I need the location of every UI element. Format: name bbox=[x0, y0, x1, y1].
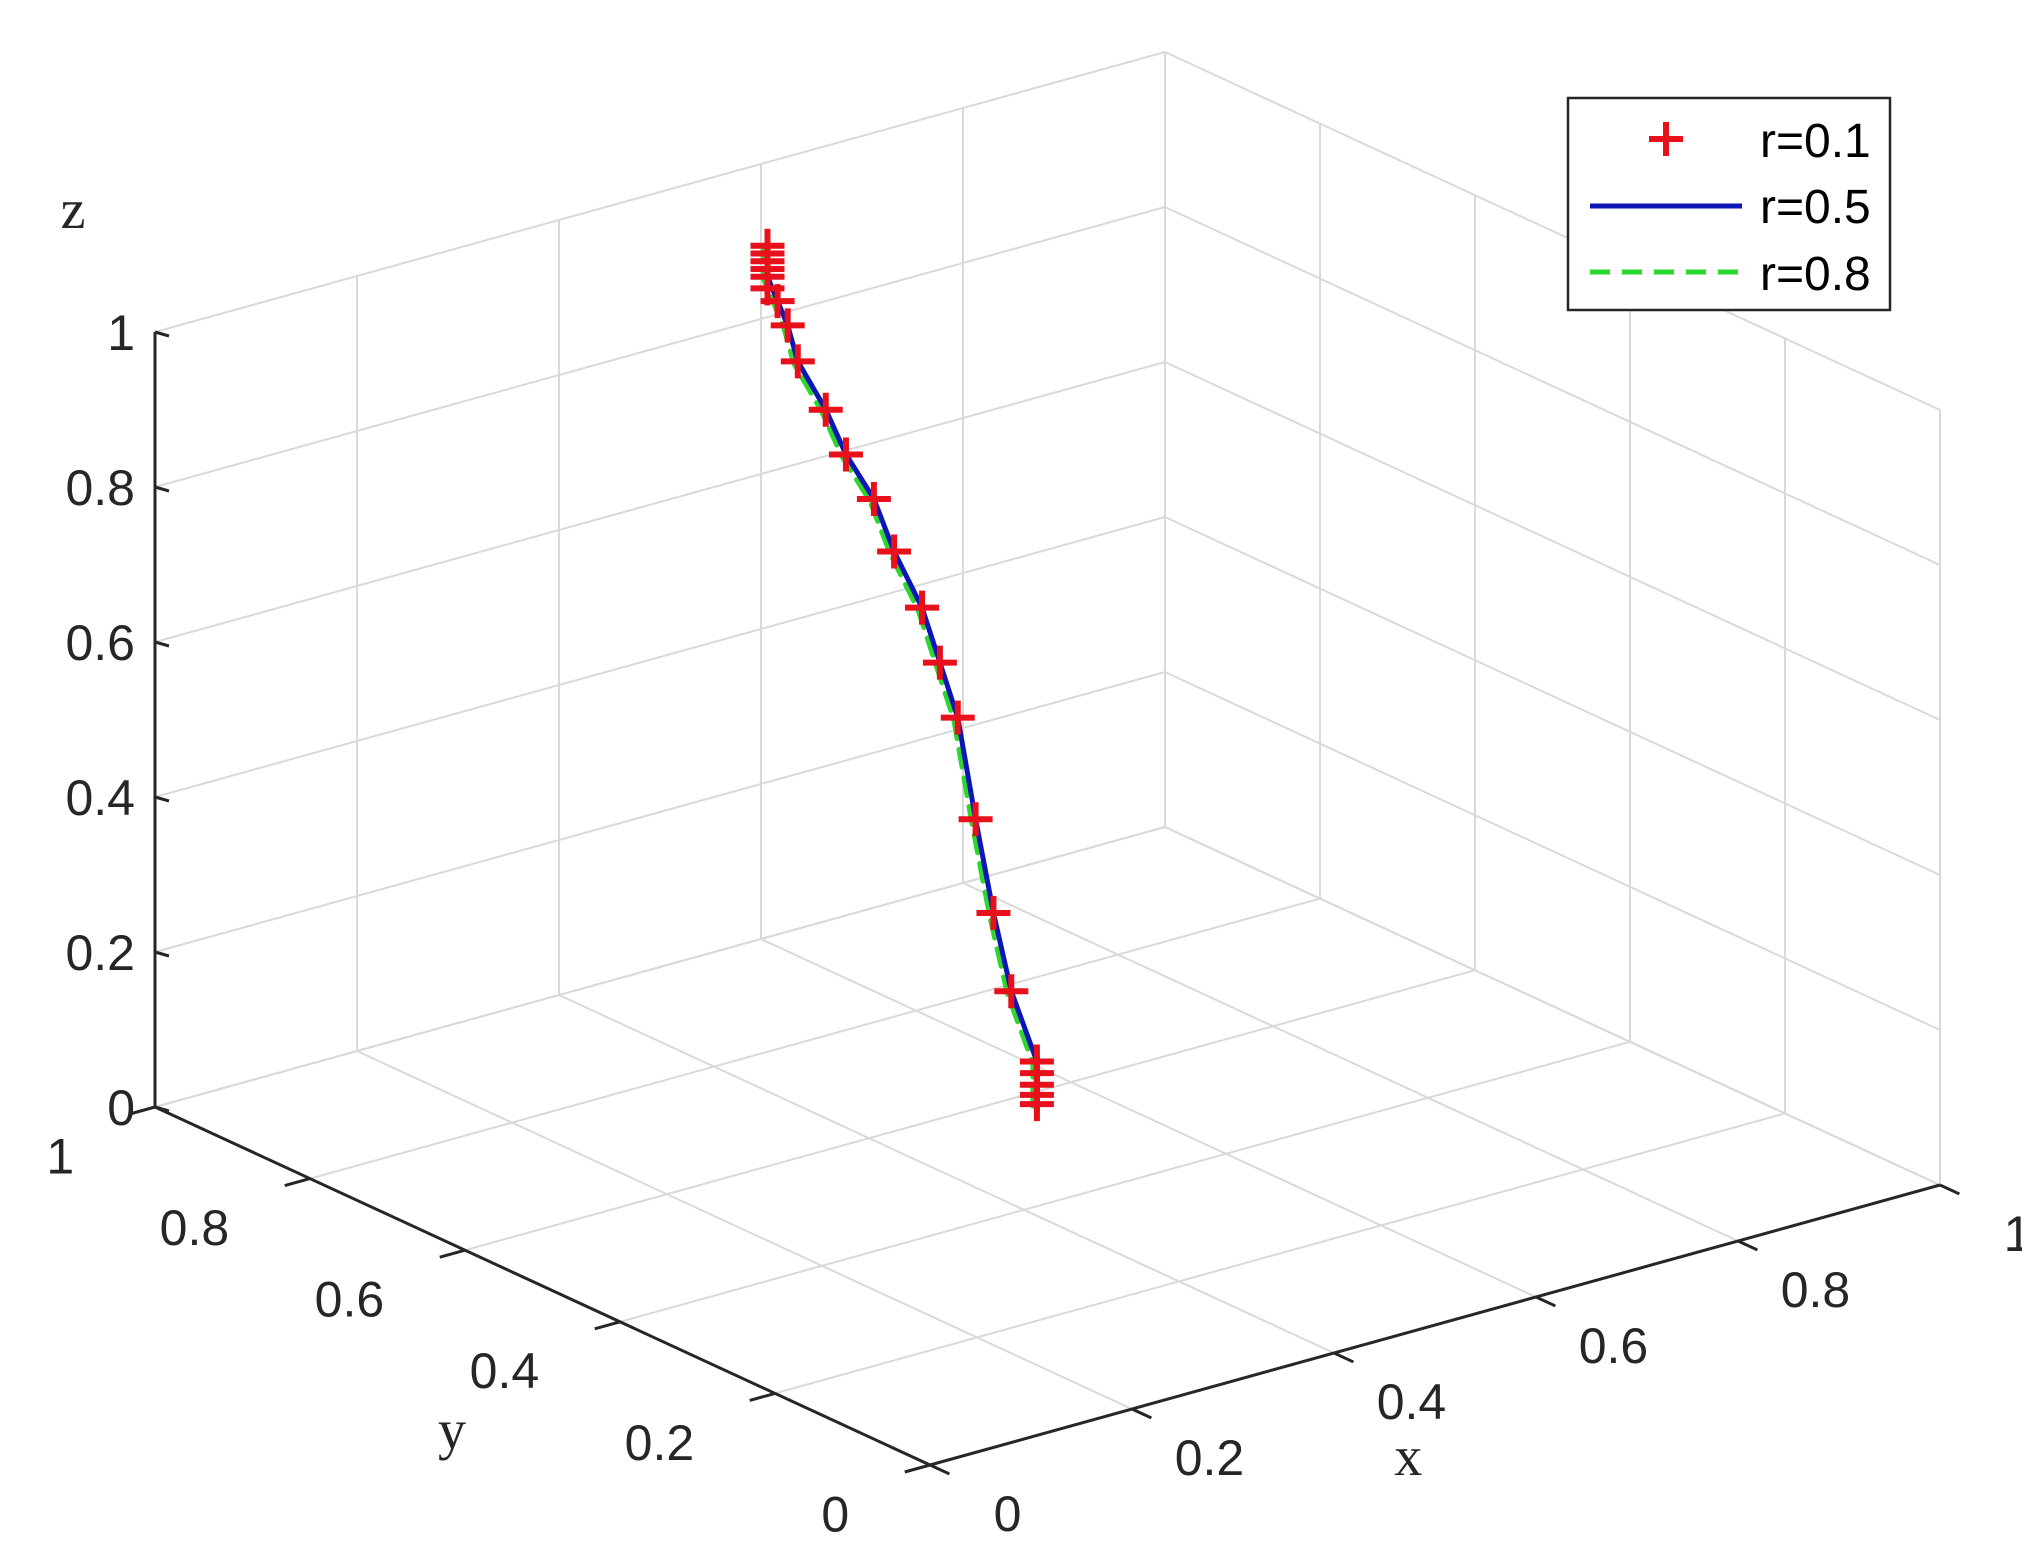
grid-line bbox=[619, 1040, 1631, 1323]
z-tick-mark bbox=[154, 330, 170, 338]
series-r05-line bbox=[765, 243, 1040, 1107]
y-tick-label: 0 bbox=[821, 1486, 849, 1542]
y-tick-mark bbox=[284, 1177, 311, 1188]
grid-lines bbox=[154, 51, 1941, 1466]
z-axis-label: z bbox=[61, 179, 86, 241]
grid-line bbox=[1164, 516, 1941, 876]
grid-line bbox=[1164, 826, 1941, 1186]
grid-line bbox=[154, 206, 1166, 488]
x-axis-label: x bbox=[1394, 1426, 1422, 1488]
z-tick-label: 0 bbox=[107, 1080, 135, 1136]
series-r01-point bbox=[994, 974, 1029, 1009]
legend-marker-r01 bbox=[1649, 122, 1683, 156]
series-r01-point bbox=[877, 534, 912, 569]
x-tick-mark bbox=[1535, 1295, 1557, 1308]
y-axis-label: y bbox=[438, 1399, 466, 1461]
grid-line bbox=[774, 1112, 1786, 1395]
x-tick-label: 0.6 bbox=[1579, 1318, 1649, 1374]
y-tick-label: 0.8 bbox=[160, 1200, 230, 1256]
z-tick-label: 0.6 bbox=[65, 615, 135, 671]
z-tick-mark bbox=[154, 640, 170, 648]
x-tick-mark bbox=[929, 1463, 951, 1476]
y-tick-label: 0.4 bbox=[470, 1343, 540, 1399]
legend-label-r05: r=0.5 bbox=[1760, 181, 1871, 234]
tick-labels: 0 0 0 0.2 0.2 0.2 0.4 0.4 0.4 0.6 0.6 0.6 0.8 0.8 0.8 1… bbox=[46, 305, 2022, 1542]
series-r01-point bbox=[940, 700, 975, 735]
grid-line bbox=[464, 969, 1476, 1252]
x-tick-mark bbox=[1737, 1239, 1759, 1252]
x-tick-label: 0.2 bbox=[1175, 1430, 1245, 1486]
grid-line bbox=[154, 361, 1166, 643]
grid-line bbox=[1164, 361, 1941, 721]
grid-line bbox=[1164, 206, 1941, 566]
series-r01-point bbox=[780, 344, 815, 379]
z-tick-mark bbox=[154, 795, 170, 803]
y-tick-label: 0.2 bbox=[625, 1415, 695, 1471]
series-r01 bbox=[750, 228, 1054, 1122]
legend: r=0.1 r=0.5 r=0.8 bbox=[1566, 96, 1892, 312]
z-tick-mark bbox=[154, 1105, 170, 1113]
y-tick-label: 1 bbox=[46, 1128, 74, 1184]
grid-line bbox=[154, 671, 1166, 953]
grid-line bbox=[1164, 671, 1941, 1031]
x-tick-mark bbox=[1939, 1183, 1961, 1196]
series-r01-point bbox=[828, 437, 863, 472]
y-tick-label: 0.6 bbox=[315, 1272, 385, 1328]
grid-line bbox=[154, 516, 1166, 798]
series-r01-point bbox=[770, 308, 805, 343]
series-r01-point bbox=[750, 228, 785, 263]
x-tick-label: 0.4 bbox=[1377, 1374, 1447, 1430]
series-r01-point bbox=[958, 802, 993, 837]
z-tick-label: 1 bbox=[107, 305, 135, 361]
grid-line bbox=[356, 1050, 1133, 1410]
legend-label-r08: r=0.8 bbox=[1760, 248, 1871, 301]
y-tick-mark bbox=[594, 1320, 621, 1331]
grid-line bbox=[962, 882, 1739, 1242]
z-tick-label: 0.8 bbox=[65, 460, 135, 516]
x-tick-label: 1 bbox=[2004, 1206, 2022, 1262]
grid-line bbox=[309, 897, 1321, 1180]
axes bbox=[129, 330, 1961, 1476]
x-tick-label: 0.8 bbox=[1781, 1262, 1851, 1318]
y-axis-line bbox=[154, 1105, 931, 1467]
x-axis-line bbox=[929, 1183, 1941, 1467]
grid-line bbox=[1164, 51, 1941, 411]
series-r01-point bbox=[905, 590, 940, 625]
legend-label-r01: r=0.1 bbox=[1760, 115, 1871, 168]
grid-line bbox=[760, 938, 1537, 1298]
y-tick-mark bbox=[904, 1463, 931, 1474]
series-r01-point bbox=[856, 481, 891, 516]
series-layer bbox=[750, 228, 1054, 1122]
y-tick-mark bbox=[129, 1105, 156, 1116]
x-tick-mark bbox=[1333, 1351, 1355, 1364]
series-r05 bbox=[765, 243, 1040, 1107]
z-tick-label: 0.4 bbox=[65, 770, 135, 826]
x-tick-mark bbox=[1131, 1407, 1153, 1420]
series-r01-point bbox=[922, 645, 957, 680]
grid-line bbox=[154, 51, 1166, 333]
x-tick-label: 0 bbox=[994, 1486, 1022, 1542]
grid-line bbox=[154, 826, 1166, 1108]
grid-line bbox=[558, 994, 1335, 1354]
series-r01-point bbox=[976, 895, 1011, 930]
z-tick-mark bbox=[154, 950, 170, 958]
series-r01-point bbox=[1019, 1044, 1054, 1079]
y-tick-mark bbox=[439, 1248, 466, 1259]
z-tick-mark bbox=[154, 485, 170, 493]
z-tick-label: 0.2 bbox=[65, 925, 135, 981]
series-r01-point bbox=[808, 392, 843, 427]
y-tick-mark bbox=[749, 1391, 776, 1402]
